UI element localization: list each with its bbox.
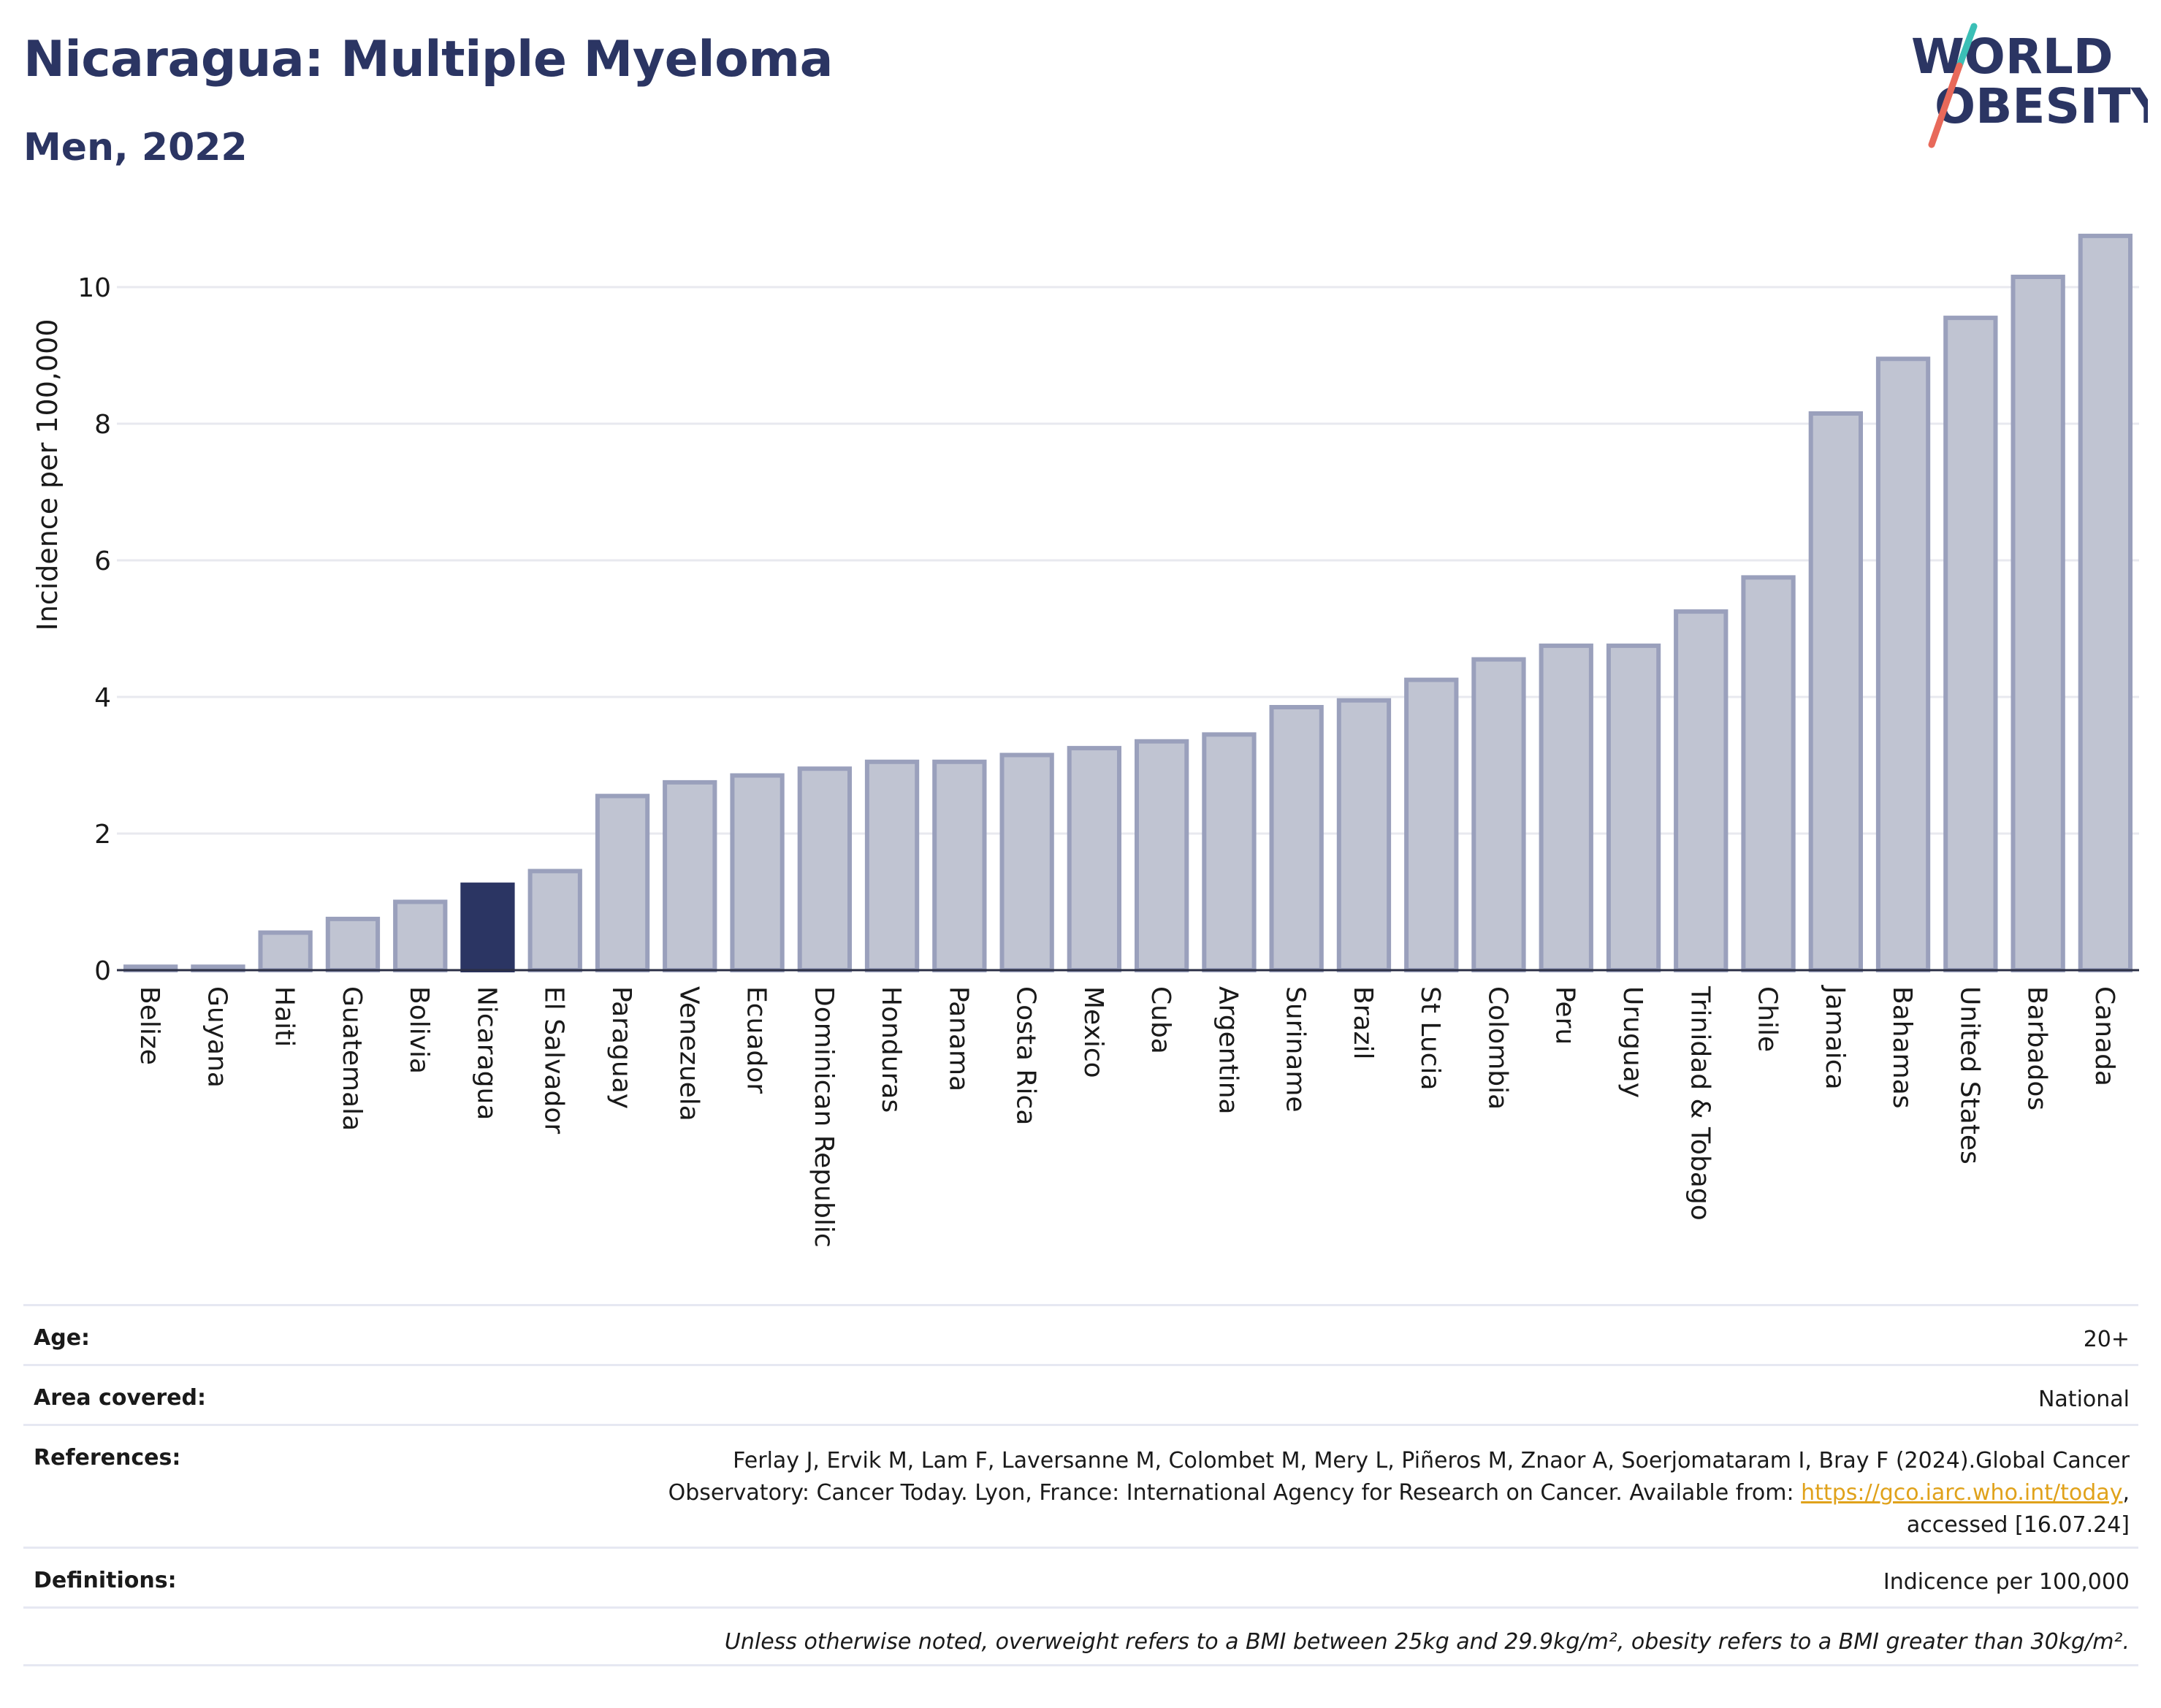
- gridlines: [117, 286, 2139, 835]
- bar-cuba: [1135, 739, 1189, 972]
- bar-costa-rica: [999, 752, 1054, 972]
- bar-chart: 0 2 4 6 8 10 Belize Guyana Haiti Guatemala Bolivi…: [31, 233, 2139, 1248]
- x-tick-label: United States: [1954, 986, 1984, 1164]
- age-label: Age:: [34, 1325, 91, 1351]
- x-axis-ticks: Belize Guyana Haiti Guatemala Bolivia Nicarag…: [134, 985, 2119, 1248]
- definitions-label: Definitions:: [34, 1568, 177, 1593]
- bar-barbados: [2011, 275, 2065, 972]
- x-tick-label: Suriname: [1281, 986, 1311, 1113]
- bar-uruguay: [1606, 643, 1661, 973]
- bar-ecuador: [730, 773, 785, 972]
- bar-argentina: [1202, 732, 1257, 973]
- bar-mexico: [1067, 746, 1121, 972]
- x-tick-label: Trinidad & Tobago: [1685, 985, 1715, 1221]
- x-tick-label: Brazil: [1348, 986, 1378, 1059]
- y-tick-label: 6: [94, 546, 111, 576]
- obesity-note: Unless otherwise noted, overweight refer…: [724, 1629, 2130, 1655]
- bar-suriname: [1269, 705, 1324, 972]
- bar-st-lucia: [1404, 677, 1459, 972]
- bar-chile: [1741, 575, 1796, 972]
- references-value: Ferlay J, Ervik M, Lam F, Laversanne M, …: [668, 1445, 2130, 1541]
- bar-guatemala: [325, 916, 381, 973]
- x-tick-label: Bahamas: [1887, 986, 1917, 1109]
- x-tick-label: Colombia: [1483, 986, 1513, 1110]
- bar-haiti: [258, 930, 313, 972]
- x-tick-label: Guyana: [202, 986, 232, 1088]
- bar-honduras: [864, 759, 920, 973]
- bar-united-states: [1943, 316, 1998, 973]
- logo-word-world: WORLD: [1911, 28, 2114, 85]
- x-tick-label: Panama: [943, 986, 973, 1091]
- bar-colombia: [1471, 657, 1526, 972]
- info-table: Age: 20+ Area covered: National Referenc…: [23, 1304, 2138, 1666]
- bar-paraguay: [595, 793, 650, 972]
- x-tick-label: Dominican Republic: [809, 986, 839, 1248]
- bar-nicaragua: [460, 882, 515, 972]
- x-tick-label: St Lucia: [1415, 986, 1445, 1091]
- chart-title: Nicaragua: Multiple Myeloma: [23, 31, 834, 88]
- bar-bahamas: [1875, 357, 1931, 972]
- x-tick-label: Venezuela: [674, 986, 704, 1121]
- x-tick-label: Nicaragua: [472, 986, 502, 1120]
- x-tick-label: Bolivia: [404, 986, 434, 1074]
- bar-jamaica: [1808, 411, 1863, 972]
- x-tick-label: Argentina: [1213, 986, 1243, 1115]
- bar-peru: [1539, 643, 1593, 973]
- x-tick-label: Cuba: [1146, 986, 1175, 1054]
- bar-bolivia: [393, 899, 448, 972]
- y-axis-label: Incidence per 100,000: [31, 319, 64, 630]
- x-tick-label: Barbados: [2022, 986, 2052, 1110]
- x-tick-label: Guatemala: [337, 986, 367, 1131]
- x-tick-label: Canada: [2089, 986, 2119, 1086]
- x-tick-label: Haiti: [270, 986, 300, 1047]
- chart-subtitle: Men, 2022: [23, 126, 248, 169]
- area-label: Area covered:: [34, 1385, 206, 1411]
- x-tick-label: Belize: [134, 986, 164, 1065]
- logo-slash-teal: [1956, 23, 1978, 69]
- bar-venezuela: [663, 779, 717, 973]
- y-axis-ticks: 0 2 4 6 8 10: [77, 273, 111, 986]
- bar-trinidad-tobago: [1674, 609, 1729, 972]
- references-line-3: accessed [16.07.24]: [1906, 1512, 2130, 1538]
- references-line-2: Observatory: Cancer Today. Lyon, France:…: [668, 1480, 1802, 1506]
- y-tick-label: 0: [94, 956, 111, 986]
- logo-slash-coral: [1928, 62, 1963, 148]
- age-value: 20+: [2083, 1327, 2130, 1352]
- logo-word-obesity: OBESITY: [1935, 78, 2148, 134]
- x-tick-label: Mexico: [1078, 986, 1108, 1078]
- info-row-age: Age: 20+: [23, 1304, 2138, 1364]
- bar-panama: [932, 759, 987, 973]
- references-label: References:: [34, 1445, 181, 1471]
- y-tick-label: 4: [94, 683, 111, 713]
- x-tick-label: Honduras: [876, 986, 906, 1113]
- world-obesity-logo: WORLD OBESITY: [1911, 23, 2148, 148]
- y-tick-label: 10: [77, 273, 111, 303]
- info-row-note: Unless otherwise noted, overweight refer…: [23, 1606, 2138, 1666]
- x-tick-label: Costa Rica: [1011, 986, 1041, 1125]
- area-value: National: [2038, 1387, 2130, 1412]
- x-tick-label: Chile: [1753, 986, 1783, 1052]
- x-tick-label: Peru: [1550, 986, 1580, 1045]
- bars: [123, 233, 2133, 973]
- x-tick-label: Ecuador: [742, 986, 771, 1094]
- info-row-definitions: Definitions: Indicence per 100,000: [23, 1547, 2138, 1606]
- bar-dominican-republic: [797, 766, 852, 972]
- x-tick-label: Paraguay: [606, 986, 636, 1109]
- references-line-2-end: ,: [2122, 1480, 2130, 1506]
- y-tick-label: 8: [94, 410, 111, 440]
- x-tick-label: El Salvador: [539, 986, 569, 1134]
- x-tick-label: Uruguay: [1617, 986, 1647, 1098]
- references-line-1: Ferlay J, Ervik M, Lam F, Laversanne M, …: [733, 1448, 2130, 1473]
- bar-canada: [2078, 233, 2133, 972]
- definitions-value: Indicence per 100,000: [1883, 1569, 2130, 1595]
- info-row-references: References: Ferlay J, Ervik M, Lam F, La…: [23, 1424, 2138, 1547]
- info-row-area: Area covered: National: [23, 1364, 2138, 1424]
- bar-el-salvador: [527, 869, 582, 973]
- bar-brazil: [1336, 698, 1392, 972]
- y-tick-label: 2: [94, 820, 111, 850]
- references-link[interactable]: https://gco.iarc.who.int/today: [1801, 1480, 2123, 1506]
- x-tick-label: Jamaica: [1820, 985, 1850, 1090]
